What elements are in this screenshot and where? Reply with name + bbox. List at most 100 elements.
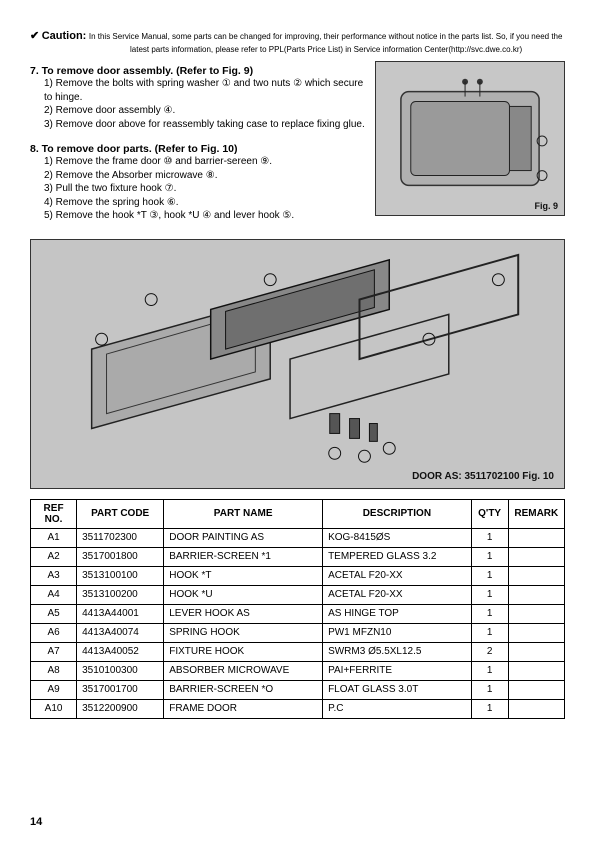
figure-9-svg [376,62,564,215]
step-7-3: 3) Remove door above for reassembly taki… [44,118,365,132]
table-cell: P.C [323,699,472,718]
table-cell: ABSORBER MICROWAVE [164,661,323,680]
table-cell: A9 [31,680,77,699]
table-cell: 4413A40074 [77,623,164,642]
caution-check: ✔ [30,30,39,42]
table-cell: A1 [31,528,77,547]
table-cell: ACETAL F20-XX [323,566,472,585]
table-cell: 1 [471,680,508,699]
table-cell: 4413A44001 [77,604,164,623]
table-cell: FRAME DOOR [164,699,323,718]
table-row: A13511702300DOOR PAINTING ASKOG-8415ØS1 [31,528,565,547]
table-cell: 3510100300 [77,661,164,680]
step-8-4: 4) Remove the spring hook ⑥. [44,196,365,210]
table-cell: A5 [31,604,77,623]
th-description: DESCRIPTION [323,499,472,528]
step-7-1: 1) Remove the bolts with spring washer ①… [44,77,365,104]
table-cell [508,623,564,642]
table-cell: DOOR PAINTING AS [164,528,323,547]
table-cell [508,528,564,547]
table-cell: 3517001700 [77,680,164,699]
table-cell: A6 [31,623,77,642]
step-7-2: 2) Remove door assembly ④. [44,104,365,118]
step-8-2: 2) Remove the Absorber microwave ⑧. [44,169,365,183]
table-cell: PW1 MFZN10 [323,623,472,642]
table-cell: A4 [31,585,77,604]
table-cell: 1 [471,699,508,718]
th-partcode: PART CODE [77,499,164,528]
table-header-row: REF NO. PART CODE PART NAME DESCRIPTION … [31,499,565,528]
section-8-steps: 1) Remove the frame door ⑩ and barrier-s… [44,155,365,223]
table-cell: 1 [471,585,508,604]
table-row: A23517001800BARRIER-SCREEN *1TEMPERED GL… [31,547,565,566]
figure-10: DOOR AS: 3511702100 Fig. 10 [30,239,565,489]
section-8-heading: 8. To remove door parts. (Refer to Fig. … [30,143,365,155]
table-row: A74413A40052FIXTURE HOOKSWRM3 Ø5.5XL12.5… [31,642,565,661]
table-row: A54413A44001LEVER HOOK ASAS HINGE TOP1 [31,604,565,623]
table-cell [508,642,564,661]
table-cell: 2 [471,642,508,661]
table-row: A64413A40074SPRING HOOKPW1 MFZN101 [31,623,565,642]
table-row: A103512200900FRAME DOORP.C1 [31,699,565,718]
figure-9-label: Fig. 9 [534,201,558,211]
table-cell: BARRIER-SCREEN *O [164,680,323,699]
table-cell: 3511702300 [77,528,164,547]
table-cell: 3517001800 [77,547,164,566]
table-cell: 1 [471,547,508,566]
figure-10-svg [31,240,564,488]
figure-9: Fig. 9 [375,61,565,216]
table-cell: SPRING HOOK [164,623,323,642]
table-cell: 1 [471,661,508,680]
table-cell: A7 [31,642,77,661]
caution-block: ✔ Caution: In this Service Manual, some … [30,30,565,55]
parts-table: REF NO. PART CODE PART NAME DESCRIPTION … [30,499,565,719]
step-8-5: 5) Remove the hook *T ③, hook *U ④ and l… [44,209,365,223]
table-cell: SWRM3 Ø5.5XL12.5 [323,642,472,661]
caution-body-2: latest parts information, please refer t… [130,45,522,55]
section-7-heading: 7. To remove door assembly. (Refer to Fi… [30,65,365,77]
step-8-1: 1) Remove the frame door ⑩ and barrier-s… [44,155,365,169]
table-cell: 4413A40052 [77,642,164,661]
th-remark: REMARK [508,499,564,528]
table-cell: 1 [471,566,508,585]
th-partname: PART NAME [164,499,323,528]
table-cell: ACETAL F20-XX [323,585,472,604]
th-refno: REF NO. [31,499,77,528]
table-row: A43513100200HOOK *UACETAL F20-XX1 [31,585,565,604]
table-cell: 3513100100 [77,566,164,585]
page-number: 14 [30,816,42,828]
section-7-steps: 1) Remove the bolts with spring washer ①… [44,77,365,131]
figure-10-label: DOOR AS: 3511702100 Fig. 10 [412,471,554,482]
table-cell [508,547,564,566]
table-cell: FLOAT GLASS 3.0T [323,680,472,699]
table-cell [508,661,564,680]
table-cell [508,585,564,604]
table-cell: KOG-8415ØS [323,528,472,547]
table-cell: A3 [31,566,77,585]
table-cell: 3512200900 [77,699,164,718]
table-cell: FIXTURE HOOK [164,642,323,661]
caution-label: Caution: [42,30,87,42]
table-cell: A8 [31,661,77,680]
table-cell [508,699,564,718]
table-cell: PAI+FERRITE [323,661,472,680]
table-cell [508,566,564,585]
table-cell: TEMPERED GLASS 3.2 [323,547,472,566]
table-cell: 3513100200 [77,585,164,604]
caution-body-1: In this Service Manual, some parts can b… [89,32,563,41]
table-cell: 1 [471,528,508,547]
table-cell: HOOK *T [164,566,323,585]
table-cell: AS HINGE TOP [323,604,472,623]
table-row: A33513100100HOOK *TACETAL F20-XX1 [31,566,565,585]
table-cell [508,680,564,699]
table-cell [508,604,564,623]
th-qty: Q'TY [471,499,508,528]
table-cell: BARRIER-SCREEN *1 [164,547,323,566]
table-cell: HOOK *U [164,585,323,604]
table-cell: 1 [471,623,508,642]
table-cell: 1 [471,604,508,623]
table-row: A93517001700BARRIER-SCREEN *OFLOAT GLASS… [31,680,565,699]
table-cell: A2 [31,547,77,566]
table-cell: LEVER HOOK AS [164,604,323,623]
table-row: A83510100300ABSORBER MICROWAVEPAI+FERRIT… [31,661,565,680]
